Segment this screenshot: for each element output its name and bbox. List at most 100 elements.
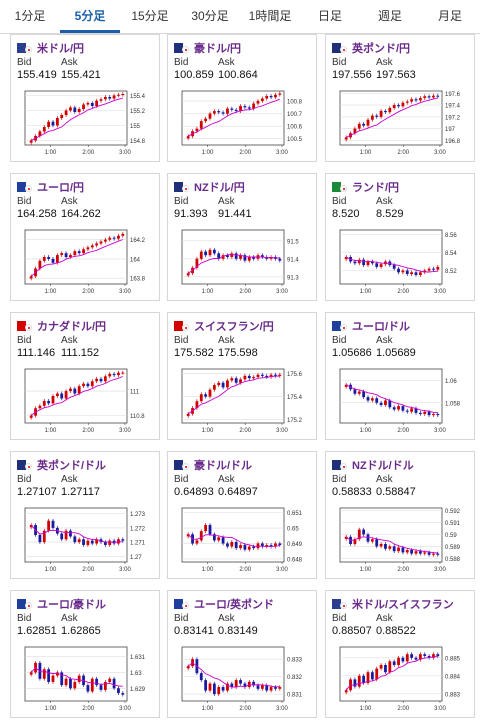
candle-body [234,253,238,259]
pair-name[interactable]: ランド/円 [352,182,400,194]
candle-body [86,247,90,250]
candle-body [230,541,234,547]
candle-body [108,97,112,99]
candle-body [370,261,374,264]
moving-average-line [346,97,438,138]
pair-name[interactable]: NZドル/円 [194,182,245,194]
candle-body [436,553,440,555]
candle-body [269,687,273,691]
x-tick-label: 3:00 [434,567,446,573]
candle-body [344,384,348,387]
tab-4[interactable]: 1時間足 [248,9,292,23]
y-tick-label: 0.651 [287,511,303,517]
tab-1[interactable]: 5分足 [60,0,120,33]
candle-body [195,401,199,409]
candle-body [269,545,273,547]
pair-name[interactable]: 米ドル/円 [37,43,85,55]
candle-body [260,685,264,689]
pair-name[interactable]: 英ポンド/ドル [37,460,107,472]
candle-body [199,251,203,259]
rate-card[interactable]: ユーロ/ドル Bid Ask 1.05686 1.05689 1.06 1.058 1:00 2… [325,312,475,440]
y-tick-label: 0.884 [445,674,461,680]
rate-card-header: NZドル/円 [174,180,245,194]
tab-0[interactable]: 1分足 [14,9,46,23]
candle-body [199,531,203,541]
rate-card[interactable]: ランド/円 Bid Ask 8.520 8.529 8.56 8.54 8.52 1:00 2:0… [325,173,475,301]
chart-frame [339,646,443,702]
pair-name[interactable]: 豪ドル/ドル [194,460,253,472]
tab-7[interactable]: 月足 [437,9,462,23]
bid-label: Bid [17,57,32,68]
rate-chart: 8.56 8.54 8.52 1:00 2:00 3:00 [339,229,457,295]
rate-card[interactable]: 英ポンド/円 Bid Ask 197.556 197.563 197.6 197.4 197.… [325,34,475,162]
candle-body [103,681,107,690]
us-flag-icon [332,599,347,609]
ask-label: Ask [61,474,78,485]
bid-value: 1.62851 [17,625,57,637]
chart-frame [339,90,443,146]
x-tick-label: 1:00 [45,428,57,434]
pair-name[interactable]: 米ドル/スイスフラン [352,599,454,611]
candle-body [69,530,72,537]
y-tick-label: 0.592 [445,509,461,515]
candle-body [278,258,282,261]
tab-2[interactable]: 15分足 [131,9,169,23]
bid-label: Bid [332,196,347,207]
rate-card[interactable]: 豪ドル/ドル Bid Ask 0.64893 0.64897 0.651 0.65 0.649… [167,451,317,579]
x-tick-label: 2:00 [82,289,94,295]
rate-card[interactable]: 米ドル/スイスフラン Bid Ask 0.88507 0.88522 0.885 0.884… [325,590,475,718]
chart-frame [339,507,443,563]
tab-3[interactable]: 30分足 [191,9,229,23]
rate-card-header: スイスフラン/円 [174,319,274,333]
candle-body [77,539,81,543]
pair-name[interactable]: ユーロ/円 [37,182,85,194]
candle-body [234,109,238,112]
candle-body [234,541,238,549]
pair-name[interactable]: カナダドル/円 [37,321,107,333]
candle-body [90,103,94,106]
pair-name[interactable]: ユーロ/豪ドル [37,599,107,611]
bid-label: Bid [332,613,347,624]
pair-name[interactable]: NZドル/ドル [352,460,414,472]
y-tick-label: 197.4 [445,104,461,110]
rate-card[interactable]: カナダドル/円 Bid Ask 111.146 111.152 111 110.8 1:00 2… [10,312,160,440]
rate-card[interactable]: NZドル/円 Bid Ask 91.393 91.441 91.5 91.4 91.3 1:00… [167,173,317,301]
pair-name[interactable]: ユーロ/ドル [352,321,411,333]
tab-5[interactable]: 日足 [317,9,342,23]
chart-frame [24,90,128,146]
rate-card[interactable]: NZドル/ドル Bid Ask 0.58833 0.58847 0.592 0.591 0.5… [325,451,475,579]
moving-average-line [30,97,123,141]
rate-card[interactable]: 米ドル/円 Bid Ask 155.419 155.421 155.4 155.2 155 15… [10,34,160,162]
candle-body [405,270,409,275]
eu-flag-icon [17,182,32,192]
pair-name[interactable]: ユーロ/英ポンド [194,599,275,611]
candle-body [357,391,361,394]
rate-card-header: 米ドル/スイスフラン [332,597,454,611]
rate-card[interactable]: スイスフラン/円 Bid Ask 175.582 175.598 175.6 175.4 17… [167,312,317,440]
candle-body [427,656,431,658]
candle-body [47,669,51,682]
y-tick-label: 1.629 [130,687,146,693]
chart-frame [339,368,443,424]
candle-body [397,657,400,665]
candle-body [226,683,229,691]
tab-6[interactable]: 週足 [377,9,402,23]
pair-name[interactable]: 英ポンド/円 [352,43,411,55]
pair-name[interactable]: 豪ドル/円 [194,43,242,55]
timeframe-tabs: 1分足 5分足 15分足 30分足 1時間足 日足 週足 月足 [0,0,480,34]
y-tick-label: 91.4 [287,257,299,263]
candle-body [60,533,64,540]
bid-label: Bid [332,335,347,346]
ask-label: Ask [218,613,235,624]
rate-card[interactable]: 英ポンド/ドル Bid Ask 1.27107 1.27117 1.273 1.272 1.2… [10,451,160,579]
rate-card[interactable]: ユーロ/英ポンド Bid Ask 0.83141 0.83149 0.833 0.832 0.… [167,590,317,718]
rate-card[interactable]: 豪ドル/円 Bid Ask 100.859 100.864 100.8 100.7 100.6… [167,34,317,162]
pair-name[interactable]: スイスフラン/円 [194,321,274,333]
rate-card[interactable]: ユーロ/円 Bid Ask 164.258 164.262 164.2 164 163.8 1:… [10,173,160,301]
candle-body [42,127,46,132]
candle-body [362,675,366,683]
rate-card-header: ユーロ/豪ドル [17,597,106,611]
candle-body [405,550,409,553]
candle-body [239,680,242,684]
rate-card[interactable]: ユーロ/豪ドル Bid Ask 1.62851 1.62865 1.631 1.63 1.62… [10,590,160,718]
